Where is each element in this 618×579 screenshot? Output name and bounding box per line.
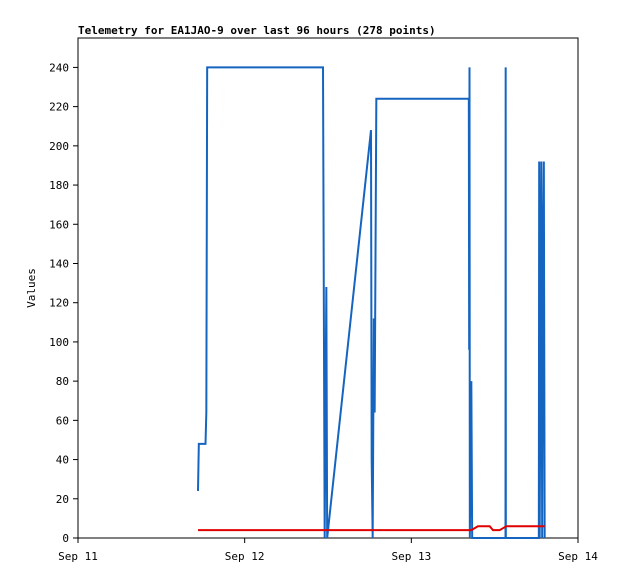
y-tick-label: 180 bbox=[49, 179, 69, 192]
y-tick-label: 240 bbox=[49, 61, 69, 74]
x-tick-label: Sep 14 bbox=[558, 550, 598, 563]
y-tick-label: 100 bbox=[49, 336, 69, 349]
data-line bbox=[197, 66, 546, 539]
y-tick-label: 220 bbox=[49, 101, 69, 114]
y-tick-label: 20 bbox=[56, 493, 69, 506]
y-tick-label: 0 bbox=[62, 532, 69, 545]
y-tick-label: 60 bbox=[56, 414, 69, 427]
y-tick-label: 40 bbox=[56, 454, 69, 467]
x-tick-label: Sep 11 bbox=[58, 550, 98, 563]
y-tick-label: 120 bbox=[49, 297, 69, 310]
y-tick-label: 80 bbox=[56, 375, 69, 388]
data-line bbox=[198, 525, 545, 532]
plot-frame bbox=[77, 37, 579, 539]
y-tick-label: 200 bbox=[49, 140, 69, 153]
y-tick-label: 140 bbox=[49, 257, 69, 270]
y-tick-label: 160 bbox=[49, 218, 69, 231]
x-tick-label: Sep 13 bbox=[391, 550, 431, 563]
chart-title: Telemetry for EA1JAO-9 over last 96 hour… bbox=[78, 24, 436, 37]
x-tick-label: Sep 12 bbox=[225, 550, 265, 563]
y-axis-label: Values bbox=[25, 268, 38, 308]
